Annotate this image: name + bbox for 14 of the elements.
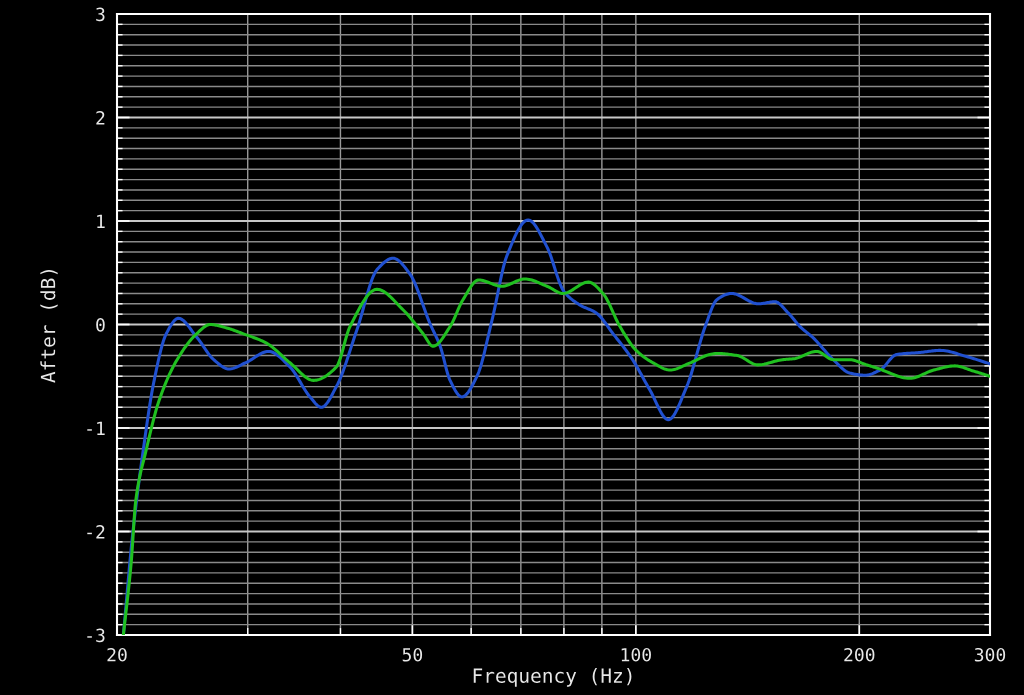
y-tick-label: 0 [96, 318, 105, 332]
y-tick-label: 3 [96, 7, 105, 22]
x-tick-label: 200 [844, 647, 875, 662]
y-tick-label: -3 [87, 628, 105, 643]
y-tick-label: -1 [87, 421, 105, 435]
x-tick-label: 300 [974, 647, 1006, 662]
x-axis-title: Frequency (Hz) [473, 667, 632, 687]
y-tick-label: -2 [87, 525, 105, 539]
y-tick-label: 1 [97, 214, 105, 228]
x-tick-label: 100 [621, 647, 651, 662]
y-tick-label: 2 [96, 111, 105, 125]
x-tick-label: 50 [402, 647, 423, 662]
x-tick-label: 20 [107, 647, 127, 662]
y-axis-title: After (dB) [40, 270, 58, 383]
